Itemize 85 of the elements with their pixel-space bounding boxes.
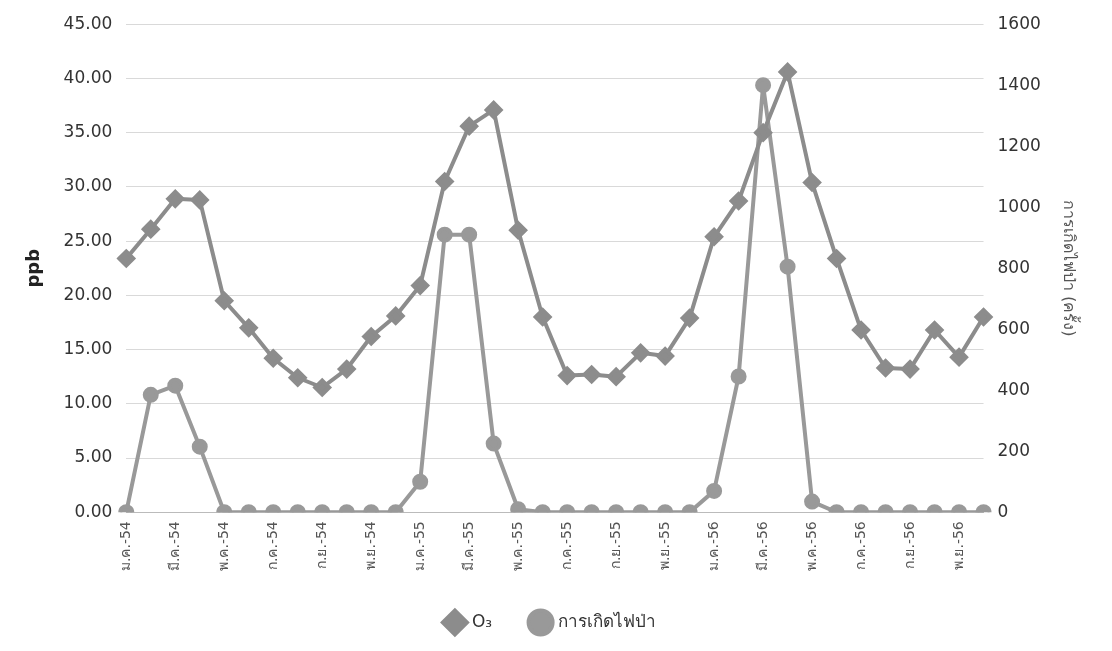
point bbox=[337, 360, 356, 379]
x-tick-label: พ.ย.-54 bbox=[361, 521, 378, 571]
point bbox=[755, 77, 772, 94]
point bbox=[803, 173, 822, 192]
point bbox=[729, 191, 748, 210]
point bbox=[876, 358, 895, 377]
y-tick-label: 20.00 bbox=[63, 283, 113, 304]
y2-tick-label: 800 bbox=[997, 256, 1030, 277]
x-tick-label: พ.ค.-56 bbox=[802, 521, 819, 572]
x-tick-label: ก.ย.-56 bbox=[900, 521, 917, 570]
point bbox=[288, 368, 307, 387]
point bbox=[117, 249, 136, 268]
point bbox=[461, 226, 478, 243]
x-tick-label: พ.ย.-56 bbox=[949, 521, 966, 571]
x-tick-label: ก.ย.-54 bbox=[312, 521, 329, 570]
y-tick-label: 10.00 bbox=[63, 392, 113, 413]
point bbox=[730, 368, 747, 385]
point bbox=[436, 226, 453, 243]
legend-label: O₃ bbox=[471, 610, 493, 631]
point bbox=[141, 220, 160, 239]
x-tick-label: มี.ค.-56 bbox=[753, 521, 770, 572]
y-tick-label: 25.00 bbox=[63, 229, 113, 250]
x-tick-label: พ.ค.-54 bbox=[214, 521, 231, 572]
point bbox=[142, 386, 159, 403]
y2-tick-label: 600 bbox=[997, 317, 1030, 338]
point bbox=[974, 308, 993, 327]
point bbox=[166, 189, 185, 208]
point bbox=[827, 249, 846, 268]
y2-axis-title: การเกิดไฟป่า (ครั้ง) bbox=[1060, 199, 1082, 337]
point bbox=[533, 308, 552, 327]
y2-tick-label: 0 bbox=[997, 500, 1009, 521]
x-tick-label: ก.ค.-56 bbox=[851, 521, 868, 571]
point bbox=[239, 318, 258, 337]
x-tick-label: ม.ค.-56 bbox=[704, 521, 721, 572]
x-tick-label: มี.ค.-54 bbox=[165, 521, 182, 572]
point bbox=[631, 343, 650, 362]
x-tick-label: ม.ค.-54 bbox=[116, 521, 133, 572]
point bbox=[950, 348, 969, 367]
point bbox=[167, 377, 184, 394]
point bbox=[680, 309, 699, 328]
y2-tick-label: 400 bbox=[997, 378, 1030, 399]
x-tick-label: ก.ค.-54 bbox=[263, 521, 280, 571]
point bbox=[215, 291, 234, 310]
x-tick-label: มี.ค.-55 bbox=[459, 521, 476, 572]
point bbox=[362, 327, 381, 346]
point bbox=[656, 347, 675, 366]
point bbox=[264, 349, 283, 368]
y-tick-label: 15.00 bbox=[63, 337, 113, 358]
point bbox=[778, 62, 797, 81]
y-tick-label: 45.00 bbox=[63, 12, 113, 33]
y2-tick-label: 1600 bbox=[997, 12, 1041, 33]
point bbox=[435, 172, 454, 191]
y2-tick-label: 200 bbox=[997, 439, 1030, 460]
x-tick-label: พ.ย.-55 bbox=[655, 521, 672, 571]
y-axis-title: ppb bbox=[22, 248, 44, 288]
point bbox=[754, 123, 773, 142]
point bbox=[901, 360, 920, 379]
point bbox=[779, 258, 796, 275]
y2-tick-label: 1200 bbox=[997, 134, 1041, 155]
y-tick-label: 40.00 bbox=[63, 66, 113, 87]
y2-tick-label: 1400 bbox=[997, 73, 1041, 94]
x-tick-label: พ.ค.-55 bbox=[508, 521, 525, 572]
y-tick-label: 0.00 bbox=[74, 500, 113, 521]
point bbox=[386, 306, 405, 325]
legend-label: การเกิดไฟป่า bbox=[557, 610, 656, 631]
point bbox=[509, 221, 528, 240]
point bbox=[582, 365, 601, 384]
point bbox=[852, 321, 871, 340]
x-tick-label: ก.ค.-55 bbox=[557, 521, 574, 571]
x-tick-label: ม.ค.-55 bbox=[410, 521, 427, 572]
point bbox=[411, 276, 430, 295]
point bbox=[190, 190, 209, 209]
point bbox=[925, 321, 944, 340]
point bbox=[460, 117, 479, 136]
y-tick-label: 35.00 bbox=[63, 121, 113, 142]
point bbox=[510, 501, 527, 513]
point bbox=[313, 378, 332, 397]
point bbox=[705, 227, 724, 246]
y2-tick-label: 1000 bbox=[997, 195, 1041, 216]
point bbox=[607, 367, 626, 386]
point bbox=[484, 100, 503, 119]
point bbox=[558, 366, 577, 385]
y-tick-label: 5.00 bbox=[74, 446, 113, 467]
x-tick-label: ก.ย.-55 bbox=[606, 521, 623, 570]
y-tick-label: 30.00 bbox=[63, 175, 113, 196]
